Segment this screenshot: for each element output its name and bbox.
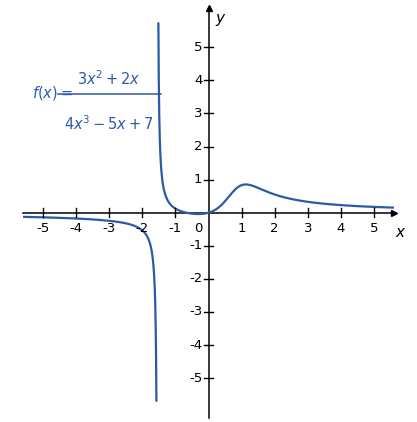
Text: y: y	[216, 11, 225, 26]
Text: -5: -5	[189, 372, 203, 384]
Text: $f(x) =$: $f(x) =$	[32, 84, 72, 102]
Text: 2: 2	[270, 222, 279, 235]
Text: x: x	[395, 225, 404, 240]
Text: -2: -2	[189, 272, 203, 285]
Text: 4: 4	[337, 222, 345, 235]
Text: 3: 3	[304, 222, 312, 235]
Text: 0: 0	[194, 222, 203, 235]
Text: 1: 1	[237, 222, 246, 235]
Text: -1: -1	[189, 239, 203, 252]
Text: -3: -3	[189, 306, 203, 319]
Text: -5: -5	[36, 222, 50, 235]
Text: 3: 3	[194, 107, 203, 120]
Text: -4: -4	[189, 338, 203, 352]
Text: -1: -1	[169, 222, 182, 235]
Text: $3x^2 + 2x$: $3x^2 + 2x$	[78, 69, 141, 88]
Text: 5: 5	[369, 222, 378, 235]
Text: -3: -3	[103, 222, 116, 235]
Text: 5: 5	[194, 41, 203, 54]
Text: 4: 4	[194, 74, 203, 87]
Text: $4x^3 - 5x + 7$: $4x^3 - 5x + 7$	[65, 114, 154, 133]
Text: 2: 2	[194, 140, 203, 153]
Text: -2: -2	[136, 222, 149, 235]
Text: -4: -4	[70, 222, 83, 235]
Text: 1: 1	[194, 173, 203, 186]
